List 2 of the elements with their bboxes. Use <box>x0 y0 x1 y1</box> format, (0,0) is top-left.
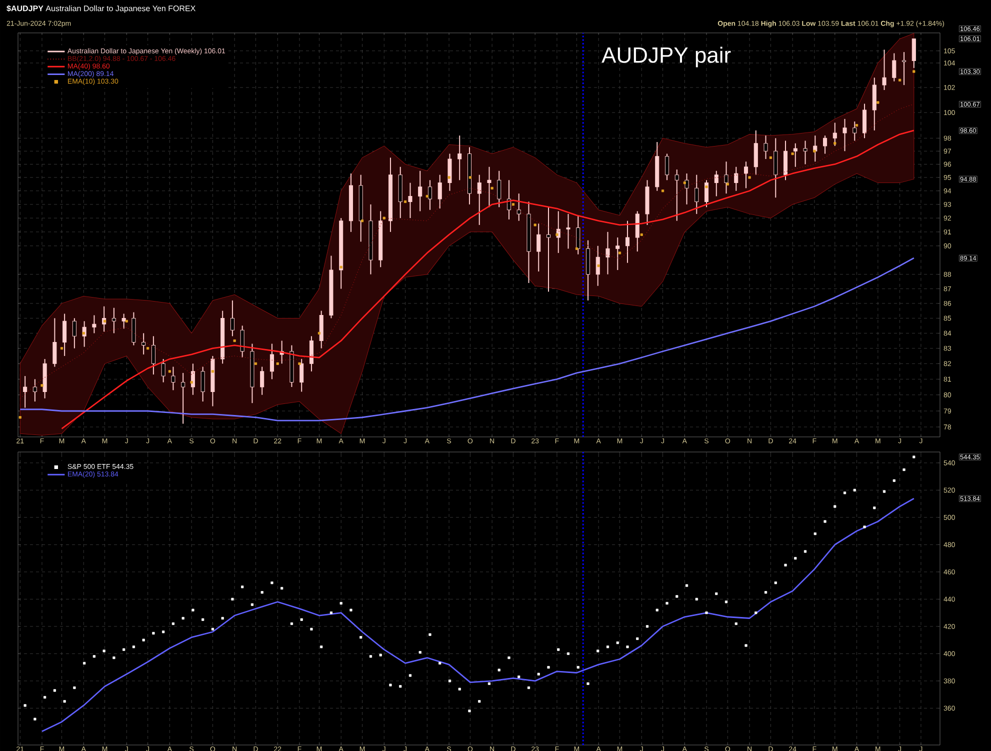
chart-title: $AUDJPY Australian Dollar to Japanese Yen FOREX <box>6 5 196 13</box>
annotation: AUDJPY pair <box>602 46 731 68</box>
